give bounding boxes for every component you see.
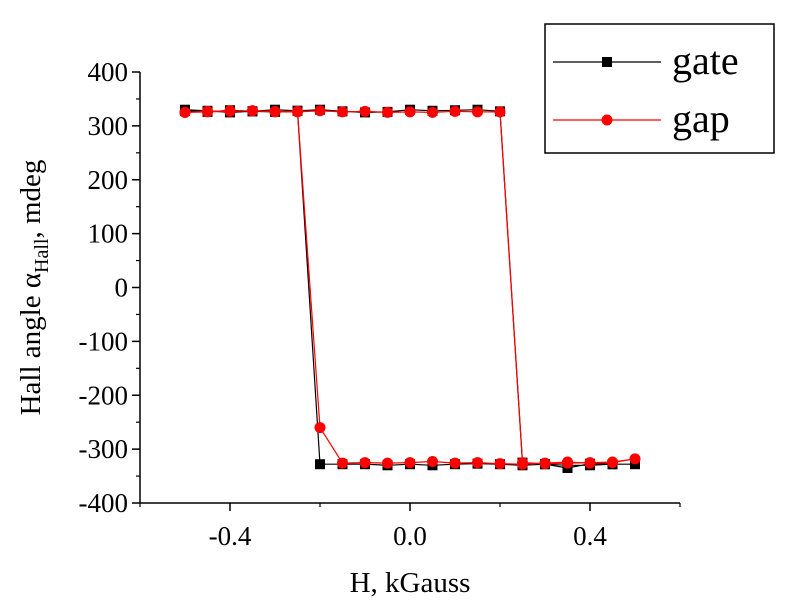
legend-label-gap: gap — [672, 96, 730, 141]
y-tick-label: 0 — [115, 273, 129, 303]
data-point-gap — [359, 105, 371, 117]
data-point-gap — [517, 458, 528, 470]
data-point-gap — [472, 457, 483, 469]
data-point-gap — [607, 457, 618, 469]
data-point-gap — [292, 105, 303, 117]
data-point-gap — [314, 422, 326, 434]
series-line-gate — [184, 109, 635, 469]
data-point-gap — [314, 105, 326, 117]
legend-label-gate: gate — [672, 38, 739, 83]
data-point-gap — [449, 105, 461, 117]
y-tick-label: 100 — [88, 219, 129, 249]
y-tick-label: -400 — [79, 488, 129, 518]
data-point-gap — [382, 106, 393, 118]
data-point-gap — [584, 457, 596, 469]
data-point-gap — [359, 457, 371, 469]
y-tick-label: 300 — [88, 111, 129, 141]
y-axis-title-suffix: , mdeg — [15, 160, 47, 239]
plot-markers — [179, 104, 641, 473]
y-tick-label: 400 — [88, 57, 129, 87]
legend-box — [544, 23, 775, 154]
data-point-gap — [427, 456, 438, 468]
x-tick-label: 0.4 — [573, 521, 607, 551]
y-tick-label: 200 — [88, 165, 129, 195]
data-point-gap — [224, 105, 236, 117]
y-axis-title-subscript: Hall — [31, 238, 53, 273]
data-point-gap — [404, 457, 416, 469]
y-tick-label: -200 — [79, 380, 129, 410]
data-point-gap — [494, 106, 506, 118]
data-point-gap — [629, 453, 641, 465]
y-tick-label: -100 — [79, 326, 129, 356]
x-tick-label: -0.4 — [209, 521, 252, 551]
data-point-gap — [202, 105, 213, 117]
data-point-gap — [472, 106, 483, 118]
data-point-gap — [269, 106, 281, 118]
plot-lines — [184, 109, 636, 469]
data-point-gap — [247, 105, 258, 117]
y-axis-title: Hall angle αHall, mdeg — [15, 160, 53, 416]
data-point-gap — [449, 457, 461, 469]
data-point-gate — [315, 459, 325, 470]
data-point-gap — [427, 106, 438, 118]
data-point-gap — [539, 457, 551, 469]
legend: gate gap — [544, 23, 775, 154]
data-point-gap — [494, 458, 506, 470]
legend-marker-gate — [602, 57, 612, 67]
data-point-gap — [337, 457, 348, 469]
data-point-gap — [337, 106, 348, 118]
data-point-gap — [179, 106, 191, 118]
data-point-gap — [404, 106, 416, 118]
x-axis-title: H, kGauss — [350, 567, 471, 599]
y-tick-label: -300 — [79, 434, 129, 464]
x-tick-label: 0.0 — [393, 521, 427, 551]
data-point-gap — [382, 457, 393, 469]
axes: -400 -300 -200 -100 0 100 200 300 400 -0.4 0.0 0.4 — [79, 57, 681, 551]
legend-marker-gap — [601, 114, 613, 126]
series-line-gap — [184, 110, 636, 465]
y-axis-title-prefix: Hall angle α — [15, 273, 47, 415]
data-point-gap — [562, 456, 573, 468]
